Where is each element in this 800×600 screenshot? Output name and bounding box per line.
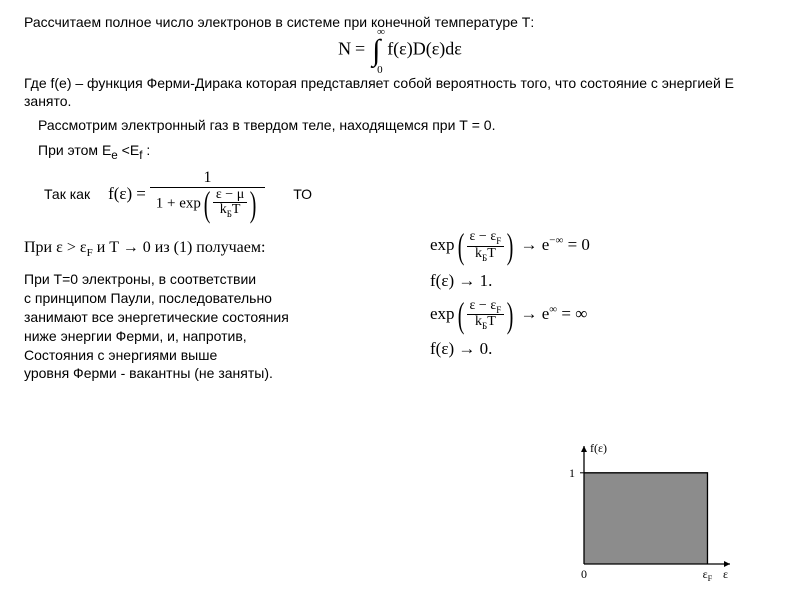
consider-text: Рассмотрим электронный газ в твердом тел… [38, 116, 776, 134]
integral-upper: ∞ [377, 26, 385, 38]
exp3-num: ε − εF [467, 299, 505, 316]
eq-lhs: N [338, 39, 351, 59]
exp3-den: kБT [467, 315, 505, 331]
integral-lower: 0 [377, 64, 383, 76]
cond-part2: <E [118, 142, 139, 158]
eq-equals: = [355, 39, 365, 59]
f-of-eps: f(ε) [108, 184, 132, 204]
since-label: Так как [44, 186, 90, 202]
exp1-frac: ε − εF kБT [467, 230, 505, 263]
integral-symbol: ∞ ∫ 0 [369, 36, 383, 66]
denom-lead: 1 + exp [156, 195, 201, 211]
fermi-function-row: Так как f(ε) = 1 1 + exp( ε − μ kБT ) ТО [44, 169, 776, 220]
pauli-paragraph: При Т=0 электроны, в соответствиис принц… [24, 270, 384, 383]
exp3-sup: ∞ [549, 303, 557, 315]
exp1-tail: = 0 [563, 235, 590, 254]
exp1-arrow: → e [516, 235, 549, 254]
inner-den: kБT [213, 203, 247, 219]
equals-sign: = [136, 184, 146, 204]
exp3-pre: exp [430, 304, 455, 323]
equation-N: N = ∞ ∫ 0 f(ε)D(ε)dε [24, 36, 776, 66]
condition-Ee: При этом Ee <Ef : [38, 141, 776, 163]
exp-line-2: f(ε) → 1. [430, 271, 750, 291]
exp1-sup: −∞ [549, 235, 563, 247]
exp3-tail: = ∞ [557, 304, 587, 323]
frac-den: 1 + exp( ε − μ kБT ) [150, 188, 265, 220]
main-fraction: 1 1 + exp( ε − μ kБT ) [150, 169, 265, 220]
svg-text:1: 1 [569, 466, 575, 480]
inner-frac: ε − μ kБT [213, 188, 247, 219]
exp1-num: ε − εF [467, 230, 505, 247]
intro-text: Рассчитаем полное число электронов в сис… [24, 14, 776, 30]
where-text: Где f(e) – функция Ферми-Дирака которая … [24, 74, 776, 110]
svg-text:f(ε): f(ε) [590, 441, 607, 455]
inner-num: ε − μ [213, 188, 247, 203]
exp-line-1: exp( ε − εF kБT ) → e−∞ = 0 [430, 230, 750, 263]
right-equation-column: exp( ε − εF kБT ) → e−∞ = 0 f(ε) → 1. ex… [430, 226, 750, 367]
fermi-step-chart: 1 f(ε) 0 εF ε [550, 436, 740, 586]
svg-text:εF: εF [703, 567, 713, 583]
integrand: f(ε)D(ε)dε [387, 39, 462, 59]
cond-part1: При этом E [38, 142, 111, 158]
exp3-arrow: → e [516, 304, 549, 323]
chart-svg: 1 f(ε) 0 εF ε [550, 436, 740, 586]
svg-text:ε: ε [723, 567, 728, 581]
exp1-pre: exp [430, 235, 455, 254]
to-label: ТО [293, 186, 312, 202]
exp1-den: kБT [467, 247, 505, 263]
exp-line-3: exp( ε − εF kБT ) → e∞ = ∞ [430, 299, 750, 332]
exp3-frac: ε − εF kБT [467, 299, 505, 332]
svg-text:0: 0 [581, 567, 587, 581]
cond2-pre: При ε > ε [24, 239, 87, 256]
cond-part3: : [142, 142, 150, 158]
exp-line-4: f(ε) → 0. [430, 339, 750, 359]
cond2-mid: и T → 0 из (1) получаем: [93, 239, 266, 256]
